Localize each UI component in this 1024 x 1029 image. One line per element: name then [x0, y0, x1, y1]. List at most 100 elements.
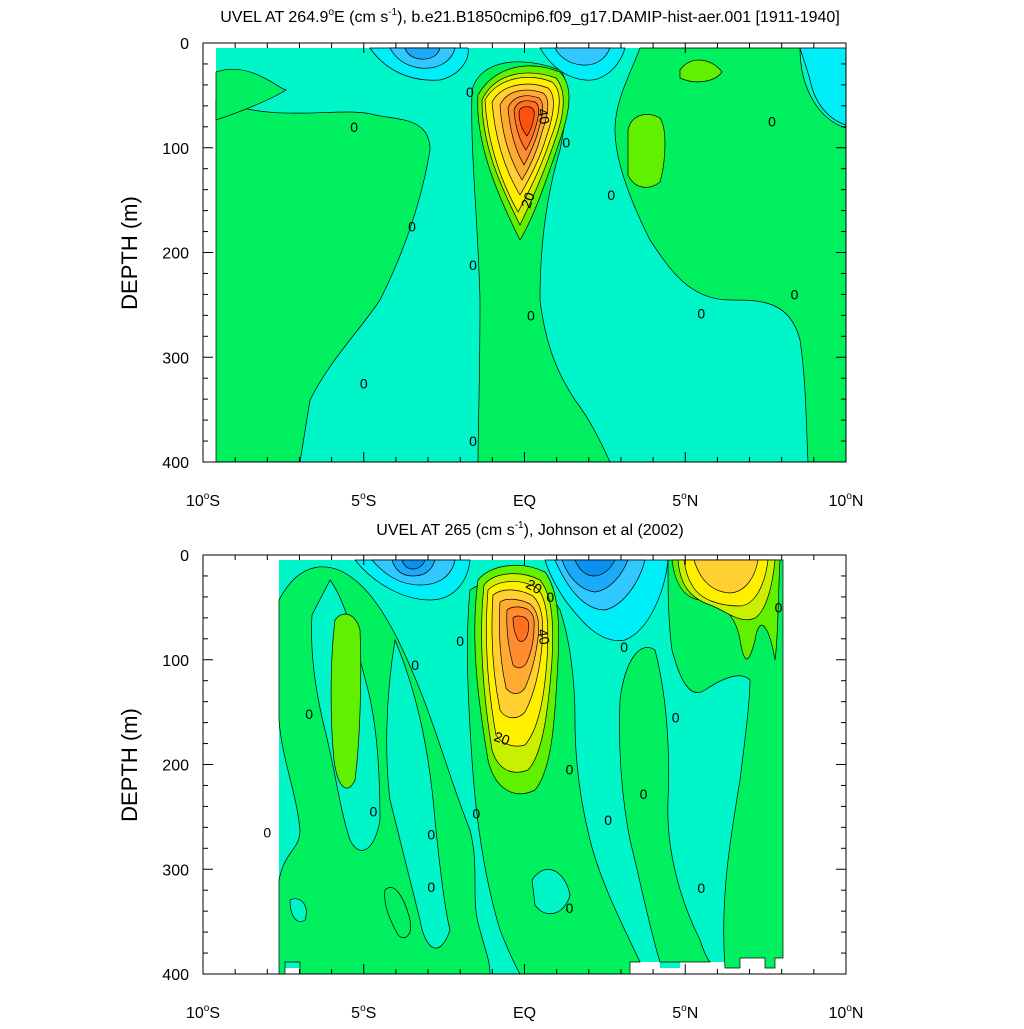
- svg-text:0: 0: [456, 633, 464, 649]
- x-tick-label: EQ: [513, 493, 536, 510]
- contour-label: 0: [640, 786, 648, 802]
- svg-text:0: 0: [672, 709, 680, 725]
- contour-label: 0: [263, 825, 271, 841]
- contour-label: 0: [411, 657, 419, 673]
- contour-label: 0: [350, 119, 358, 135]
- p1-fill-euc-45: [518, 106, 535, 137]
- panel-1: UVEL AT 264.9oE (cm s-1), b.e21.B1850cmi…: [117, 7, 863, 510]
- svg-text:0: 0: [768, 114, 776, 130]
- p1-fill-neg-mid-core: [554, 47, 611, 66]
- y-tick-label: 300: [162, 862, 189, 879]
- panel-2-plot-area: [278, 559, 784, 975]
- y-tick-label: 400: [162, 455, 189, 472]
- svg-text:0: 0: [697, 880, 705, 896]
- contour-label: 40: [535, 628, 553, 646]
- contour-label: 0: [305, 706, 313, 722]
- panel-1-title: UVEL AT 264.9oE (cm s-1), b.e21.B1850cmi…: [220, 7, 840, 26]
- p2-fill-cyan-patch-b: [531, 869, 571, 915]
- svg-text:40: 40: [535, 628, 553, 646]
- y-tick-label: 200: [162, 758, 189, 775]
- svg-text:0: 0: [527, 307, 535, 323]
- contour-label: 0: [566, 762, 574, 778]
- svg-text:0: 0: [604, 812, 612, 828]
- p1-fill-lightgreen-top: [679, 59, 723, 83]
- contour-label: 0: [369, 804, 377, 820]
- panel-2: UVEL AT 265 (cm s-1), Johnson et al (200…: [117, 520, 863, 1022]
- contour-label: 0: [408, 218, 416, 234]
- svg-text:0: 0: [427, 879, 435, 895]
- p2-fill-neg-mid-d: [574, 559, 616, 577]
- svg-text:0: 0: [640, 786, 648, 802]
- y-tick-label: 300: [162, 350, 189, 367]
- p1-fill-neg-left-core2: [404, 47, 441, 60]
- svg-text:40: 40: [535, 107, 553, 125]
- panel-2-ylabel: DEPTH (m): [117, 708, 142, 822]
- x-tick-label: 5oN: [672, 1003, 698, 1022]
- contour-label: 0: [456, 633, 464, 649]
- svg-text:0: 0: [472, 806, 480, 822]
- x-tick-label: 10oS: [186, 1003, 220, 1022]
- contour-label: 0: [768, 114, 776, 130]
- svg-text:0: 0: [697, 305, 705, 321]
- svg-text:0: 0: [469, 433, 477, 449]
- panel-1-plot-area: [215, 47, 847, 463]
- svg-text:0: 0: [562, 135, 570, 151]
- p1-fill-neg-right: [799, 47, 847, 126]
- svg-text:20: 20: [492, 728, 512, 748]
- contour-label: 0: [427, 879, 435, 895]
- svg-text:0: 0: [546, 589, 554, 605]
- p2-fill-green-rightmid: [619, 647, 711, 963]
- svg-text:0: 0: [566, 762, 574, 778]
- contour-label: 20: [492, 728, 512, 748]
- y-tick-label: 200: [162, 246, 189, 263]
- x-tick-label: 5oN: [672, 491, 698, 510]
- svg-text:0: 0: [411, 657, 419, 673]
- contour-label: 0: [527, 307, 535, 323]
- svg-text:0: 0: [791, 286, 799, 302]
- svg-text:0: 0: [620, 639, 628, 655]
- svg-text:0: 0: [607, 187, 615, 203]
- p2-fill-right-25: [693, 559, 759, 594]
- panel-2-title: UVEL AT 265 (cm s-1), Johnson et al (200…: [376, 520, 683, 539]
- y-tick-label: 100: [162, 653, 189, 670]
- svg-text:0: 0: [408, 218, 416, 234]
- y-tick-label: 0: [180, 548, 189, 565]
- p2-fill-cyan-strip-b: [386, 638, 451, 949]
- svg-text:0: 0: [466, 84, 474, 100]
- x-tick-label: 10oS: [186, 491, 220, 510]
- x-tick-label: 5oS: [351, 491, 376, 510]
- contour-label: 20: [523, 576, 545, 598]
- contour-label: 0: [566, 900, 574, 916]
- contour-label: 0: [791, 286, 799, 302]
- contour-label: 0: [697, 880, 705, 896]
- y-tick-label: 0: [180, 36, 189, 53]
- svg-text:0: 0: [427, 827, 435, 843]
- contour-label: 0: [775, 599, 783, 615]
- p2-fill-cyan-small: [289, 898, 307, 922]
- p1-fill-green-left: [215, 99, 431, 463]
- svg-text:0: 0: [469, 257, 477, 273]
- contour-label: 0: [466, 84, 474, 100]
- y-tick-label: 400: [162, 967, 189, 984]
- p1-contour-labels: 40 20 0 0 0 0 0 0 0 0 0 0 0 0: [350, 84, 798, 449]
- contour-label: 0: [360, 375, 368, 391]
- contour-label: 0: [607, 187, 615, 203]
- p1-fill-lightgreen-mid: [627, 114, 666, 188]
- contour-label: 0: [604, 812, 612, 828]
- svg-text:0: 0: [263, 825, 271, 841]
- contour-label: 0: [427, 827, 435, 843]
- p2-fill-euc-40: [512, 615, 530, 642]
- svg-text:0: 0: [775, 599, 783, 615]
- contour-label: 0: [697, 305, 705, 321]
- contour-label: 40: [535, 107, 553, 125]
- x-tick-label: 10oN: [829, 1003, 864, 1022]
- x-tick-label: 10oN: [829, 491, 864, 510]
- contour-label: 0: [562, 135, 570, 151]
- svg-text:0: 0: [350, 119, 358, 135]
- panel-1-ylabel: DEPTH (m): [117, 196, 142, 310]
- svg-text:20: 20: [523, 576, 545, 598]
- p2-fill-lightgreen-left: [330, 613, 362, 789]
